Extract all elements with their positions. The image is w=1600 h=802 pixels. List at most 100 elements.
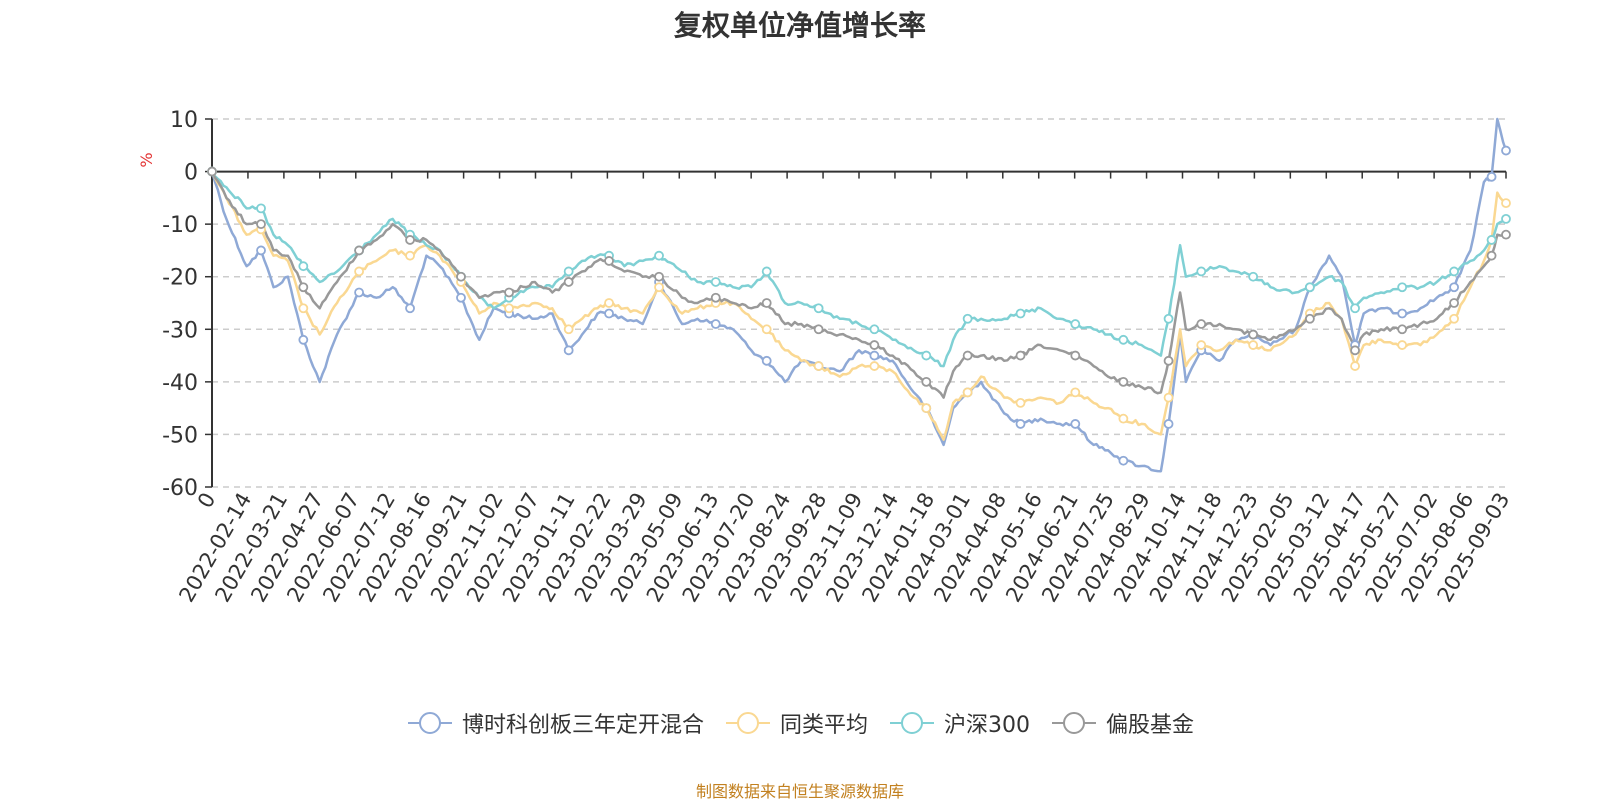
series-line: [210, 170, 1507, 368]
series-point: [1486, 235, 1497, 245]
series-point: [761, 266, 772, 277]
grid-lines: [212, 118, 1506, 488]
series-point: [813, 303, 824, 314]
series-point: [654, 282, 664, 293]
series-point: [1397, 324, 1408, 335]
series-point: [921, 403, 932, 414]
series-point: [1397, 340, 1408, 350]
series-point: [1118, 413, 1129, 424]
series-point: [710, 319, 721, 329]
series-point: [1015, 308, 1026, 319]
legend-item[interactable]: 博时科创板三年定开混合: [406, 707, 704, 739]
series-point: [1015, 350, 1026, 361]
series-point: [1397, 282, 1408, 293]
series-lines: [210, 117, 1508, 473]
legend-item[interactable]: 同类平均: [724, 707, 868, 739]
series-point: [504, 303, 514, 314]
y-tick-label: -10: [162, 213, 198, 238]
series-point: [869, 350, 880, 361]
series-point: [962, 313, 973, 324]
series-point: [1501, 198, 1511, 209]
y-tick-label: -30: [162, 318, 198, 343]
series-point: [1350, 345, 1360, 356]
series-point: [1015, 397, 1026, 408]
legend-item[interactable]: 偏股基金: [1050, 707, 1194, 739]
series-point: [1118, 455, 1129, 466]
series-point: [1118, 334, 1129, 345]
series-point: [1350, 303, 1360, 314]
series-point: [207, 166, 217, 177]
y-tick-label: -40: [162, 371, 198, 396]
series-point: [405, 250, 415, 261]
series-point: [604, 308, 614, 319]
series-point: [1196, 319, 1207, 329]
series-point: [1248, 329, 1259, 340]
y-tick-label: 0: [184, 161, 198, 186]
series-point: [456, 271, 466, 282]
series-point: [921, 350, 932, 361]
legend-label: 同类平均: [779, 713, 868, 738]
series-point: [1449, 282, 1459, 293]
series-point: [604, 298, 614, 308]
series-point: [761, 324, 772, 335]
series-point: [298, 303, 309, 314]
y-tick-label: -50: [162, 423, 198, 448]
series-point: [1304, 282, 1315, 293]
y-axis-label: %: [137, 152, 156, 167]
series-point: [813, 361, 824, 371]
x-tick-label: 0: [193, 489, 220, 513]
series-point: [298, 334, 309, 345]
series-point: [504, 287, 514, 298]
data-source-note: 制图数据来自恒生聚源数据库: [695, 782, 904, 801]
series-point: [354, 266, 364, 277]
series-point: [563, 277, 574, 287]
legend-item[interactable]: 沪深300: [888, 707, 1030, 739]
series-point: [1196, 340, 1207, 350]
series-point: [1118, 376, 1129, 387]
series-point: [298, 261, 309, 272]
series-point: [1070, 387, 1081, 398]
axes: 100-10-20-30-40-50-60%02022-02-142022-03…: [137, 108, 1514, 606]
legend-marker-icon: [890, 712, 934, 734]
series-point: [1449, 313, 1459, 324]
series-point: [1070, 319, 1081, 329]
series-point: [1248, 271, 1259, 282]
series-point: [1449, 298, 1459, 308]
series-point: [761, 298, 772, 308]
series-point: [563, 345, 574, 356]
series-point: [1501, 229, 1511, 240]
series-point: [256, 245, 266, 256]
series-point: [1248, 340, 1259, 350]
series-point: [710, 277, 721, 287]
series-point: [354, 245, 364, 256]
series-point: [1501, 145, 1511, 156]
series-point: [563, 266, 574, 277]
series-point: [604, 256, 614, 266]
series-point: [869, 324, 880, 335]
series-point: [256, 219, 266, 230]
series-point: [962, 350, 973, 361]
series-point: [1449, 266, 1459, 277]
series-point: [1163, 355, 1174, 366]
series-point: [1501, 213, 1511, 224]
legend: 博时科创板三年定开混合 同类平均 沪深300 偏股基金: [0, 707, 1600, 739]
series-line: [210, 171, 1507, 399]
series-point: [869, 340, 880, 350]
legend-label: 偏股基金: [1106, 713, 1195, 738]
series-point: [1486, 171, 1497, 182]
series-point: [654, 250, 664, 261]
series-point: [563, 324, 574, 335]
legend-marker-icon: [725, 712, 770, 734]
series-point: [405, 235, 415, 245]
legend-label: 沪深300: [944, 713, 1030, 738]
series-point: [1163, 392, 1174, 403]
series-point: [1196, 266, 1207, 277]
series-point: [1350, 361, 1360, 371]
y-tick-label: -60: [162, 476, 198, 501]
series-point: [354, 287, 364, 298]
y-tick-label: -20: [162, 266, 198, 291]
series-point: [1163, 313, 1174, 324]
series-markers: [207, 145, 1511, 466]
series-point: [1397, 308, 1408, 319]
